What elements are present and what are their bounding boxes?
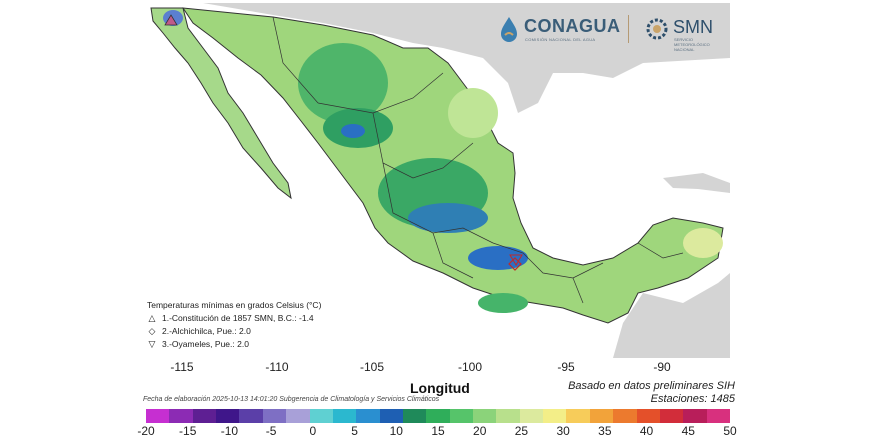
colorbar-swatch [496,409,520,423]
oaxaca-cold [478,293,528,313]
colorbar-tick-label: 30 [556,424,570,438]
map-canvas [143,3,730,358]
colorbar-swatch [613,409,637,423]
x-tick: -90 [653,360,671,374]
conagua-name: CONAGUA [524,16,621,36]
colorbar-tick-label: 10 [389,424,403,438]
colorbar-swatch [449,409,474,423]
colorbar-tick-label: 15 [431,424,445,438]
colorbar-swatch [659,409,684,423]
colorbar-tick-label: -20 [137,424,155,438]
smn-subtitle: SERVICIO METEOROLÓGICO NACIONAL [674,37,710,52]
legend-item: ◇ 2.-Alchichilca, Pue.: 2.0 [147,325,387,338]
colorbar-swatch [239,409,263,423]
x-tick: -100 [457,360,483,374]
data-source-note: Basado en datos preliminares SIH [568,380,735,392]
cuba-island [663,173,730,193]
water-drop-icon [501,17,517,42]
colorbar-swatch [356,409,380,423]
legend-item: △ 1.-Constitución de 1857 SMN, B.C.: -1.… [147,312,387,325]
colorbar-tick-label: -10 [220,424,239,438]
colorbar-swatch [309,409,333,423]
colorbar-tick-label: 20 [473,424,487,438]
legend-title: Temperaturas mínimas en grados Celsius (… [147,300,322,310]
colorbar-swatch [402,409,427,423]
colorbar-swatch [566,409,590,423]
colorbar-swatch [589,409,614,423]
colorbar-swatch [706,409,730,423]
colorbar-swatch [683,409,707,423]
station-count-note: Estaciones: 1485 [650,393,735,405]
colorbar-swatch [169,409,193,423]
colorbar-swatch [262,409,287,423]
diamond-icon: ◇ [148,326,156,336]
coahuila-mild [448,88,498,138]
colorbar-tick-label: 35 [598,424,612,438]
smn-name: SMN [673,17,713,37]
colorbar-swatch [543,409,567,423]
colorbar-swatch [216,409,240,423]
conagua-subtitle: COMISIÓN NACIONAL DEL AGUA [525,37,596,42]
colorbar-swatch [636,409,660,423]
colorbar-tick-label: 40 [639,424,654,438]
station-3-marker [509,254,523,266]
colorbar-swatch [519,409,544,423]
gear-sun-icon [646,18,668,40]
central-america-landmass [613,273,730,358]
colorbar-swatch [332,409,357,423]
colorbar-swatch [286,409,310,423]
colorbar-swatch [426,409,450,423]
x-tick: -110 [265,360,289,374]
colorbar-tick-label: -5 [265,424,277,438]
central-highlands-cold [408,203,488,233]
colorbar-tick-label: 25 [514,424,529,438]
legend-item-text: 3.-Oyameles, Pue.: 2.0 [162,339,249,349]
temperature-colorbar [146,409,730,423]
x-tick: -115 [170,360,194,374]
colorbar-tick-label: 45 [681,424,695,438]
x-tick: -105 [359,360,385,374]
date-line: Fecha de elaboración 2025-10-13 14:01:20… [143,396,440,403]
station-legend: Temperaturas mínimas en grados Celsius (… [147,299,387,351]
x-axis-label: Longitud [410,380,470,396]
colorbar-swatch [379,409,403,423]
station-2-marker [508,257,522,271]
smn-logo: SMN SERVICIO METEOROLÓGICO NACIONAL [643,13,730,53]
colorbar-tick-label: 0 [309,424,317,438]
legend-item-text: 2.-Alchichilca, Pue.: 2.0 [162,326,251,336]
station-1-marker [164,14,178,26]
triangle-down-icon: ▽ [148,339,156,349]
legend-item: ▽ 3.-Oyameles, Pue.: 2.0 [147,338,387,351]
triangle-up-icon: △ [148,313,156,323]
colorbar-swatch [192,409,217,423]
puebla-cold [468,246,528,270]
conagua-logo: CONAGUA COMISIÓN NACIONAL DEL AGUA [498,13,628,47]
colorbar-swatch [146,409,170,423]
yucatan-warm [683,228,723,258]
x-tick: -95 [557,360,575,374]
map-panel: CONAGUA COMISIÓN NACIONAL DEL AGUA SMN S… [143,3,730,358]
usa-landmass [143,3,730,113]
logo-divider [628,15,629,43]
sierra-madre-occidental-cold [298,43,388,123]
legend-item-text: 1.-Constitución de 1857 SMN, B.C.: -1.4 [162,313,314,323]
colorbar-tick-label: 5 [351,424,358,438]
colorbar-swatch [473,409,497,423]
state-borders [272,16,684,304]
colorbar-tick-label: -15 [179,424,197,438]
coldspot-durango [341,124,365,138]
baja-california [150,7,292,200]
colorbar-tick-label: 50 [723,424,737,438]
